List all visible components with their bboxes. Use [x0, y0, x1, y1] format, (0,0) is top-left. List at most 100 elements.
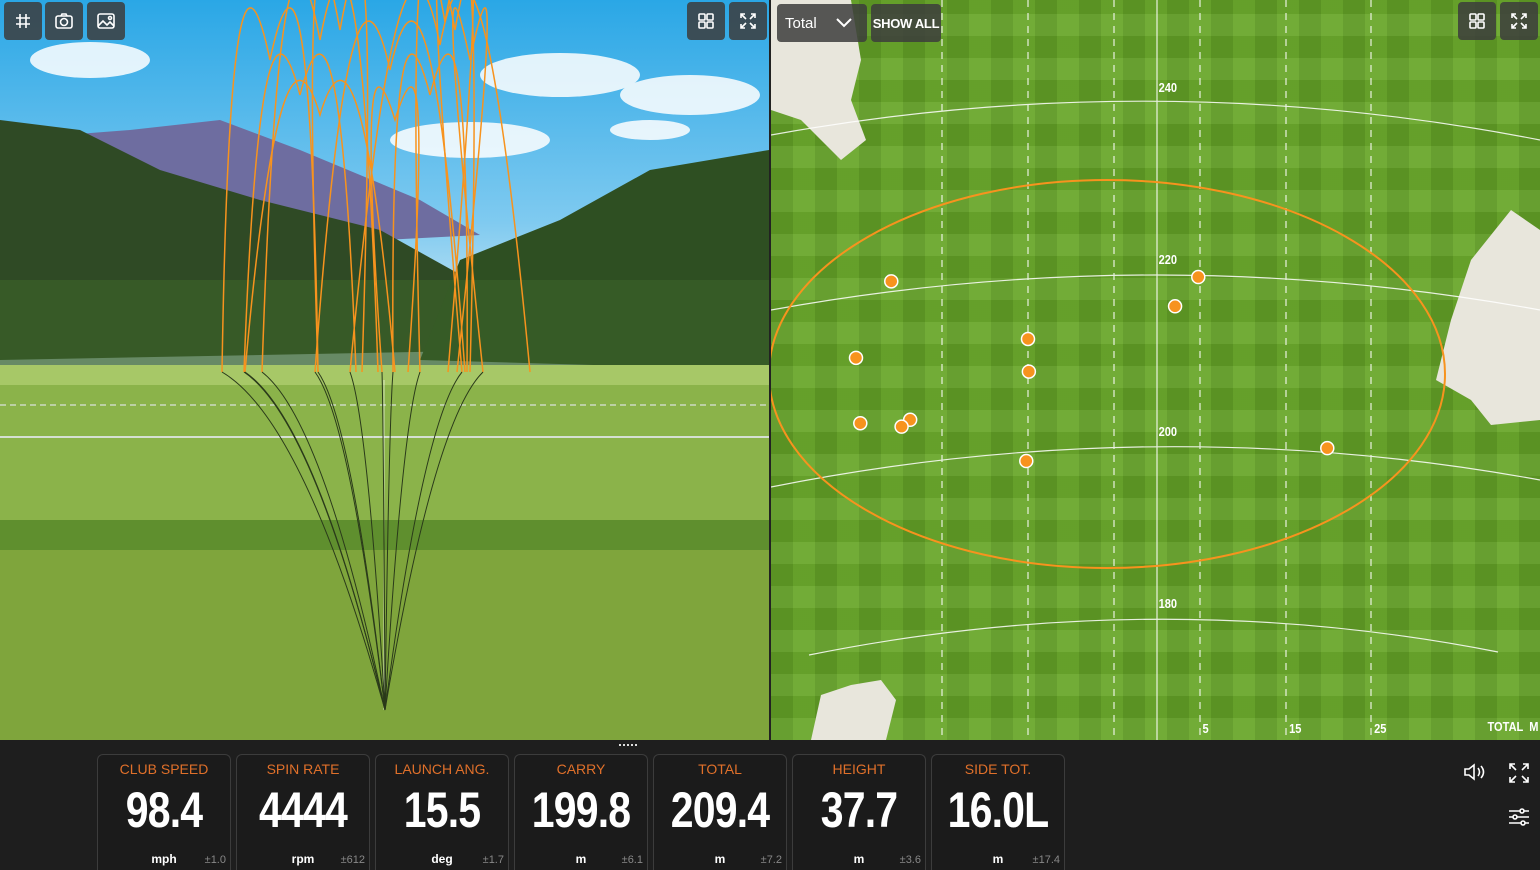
ground-track [381, 371, 386, 711]
metric-unit: m [853, 852, 865, 866]
trajectory-arc [243, 53, 357, 373]
shot-dot[interactable] [853, 415, 868, 431]
side-label-25: 25 [1374, 721, 1387, 736]
metric-value: 4444 [259, 782, 348, 838]
shot-dot[interactable] [1191, 269, 1206, 285]
metric-deviation: ±1.7 [482, 854, 504, 866]
metric-deviation: ±3.6 [899, 854, 921, 866]
fullscreen-icon [740, 13, 756, 29]
trajectory-arc [452, 7, 488, 373]
trajectory-arc [311, 0, 369, 373]
trajectory-arc [435, 0, 475, 373]
ground-track [384, 371, 394, 711]
shot-dots [848, 269, 1335, 469]
metric-value: 37.7 [820, 782, 898, 838]
image-icon [97, 13, 115, 29]
metric-unit: m [575, 852, 587, 866]
dispersion-map [771, 0, 1540, 740]
dropdown-value: Total [785, 14, 817, 32]
metric-dropdown[interactable]: Total [777, 4, 867, 42]
camera-button[interactable] [45, 2, 83, 40]
metric-tile-carry[interactable]: CARRY 199.8 m ±6.1 [514, 754, 648, 870]
image-button[interactable] [87, 2, 125, 40]
shot-dot[interactable] [1167, 299, 1183, 314]
shot-dot[interactable] [884, 274, 899, 289]
dispersion-ellipse [771, 179, 1446, 569]
trajectory-arc [415, 0, 475, 373]
metric-title: HEIGHT [832, 761, 886, 777]
metric-unit: m [714, 852, 726, 866]
shot-dot[interactable] [1021, 364, 1037, 379]
trajectory-arc [221, 7, 319, 373]
sliders-icon [1509, 808, 1529, 826]
layout-grid-button[interactable] [687, 2, 725, 40]
metric-tile-side-tot[interactable]: SIDE TOT. 16.0L m ±17.4 [931, 754, 1065, 870]
shot-dot[interactable] [1020, 331, 1036, 347]
metric-deviation: ±7.2 [760, 854, 782, 866]
chevron-down-icon [835, 18, 852, 28]
settings-button[interactable] [1506, 804, 1532, 830]
metric-title: TOTAL [698, 761, 742, 777]
layout-grid-icon [1469, 13, 1485, 29]
bunker [1436, 210, 1540, 425]
metric-tile-club-speed[interactable]: CLUB SPEED 98.4 mph ±1.0 [97, 754, 231, 870]
camera-icon [55, 13, 73, 29]
ground-track [384, 371, 463, 711]
metric-title: LAUNCH ANG. [394, 761, 490, 777]
trajectory-arc [349, 0, 531, 373]
shot-dot[interactable] [848, 350, 864, 366]
ground-track [221, 371, 386, 711]
metric-tile-total[interactable]: TOTAL 209.4 m ±7.2 [653, 754, 787, 870]
side-label-5: 5 [1202, 721, 1209, 736]
metric-value: 98.4 [125, 782, 203, 838]
shot-dot[interactable] [1019, 453, 1034, 469]
metric-deviation: ±17.4 [1032, 854, 1060, 866]
metric-value: 209.4 [670, 782, 770, 838]
metric-unit: m [992, 852, 1004, 866]
metric-value: 199.8 [531, 782, 631, 838]
volume-button[interactable] [1461, 759, 1487, 785]
ground-track [384, 371, 421, 711]
distance-label-200: 200 [1158, 424, 1178, 439]
distance-label-240: 240 [1158, 80, 1178, 95]
fullscreen-icon [1509, 763, 1529, 783]
fullscreen-button[interactable] [1506, 760, 1532, 786]
metric-unit: deg [431, 852, 453, 866]
metric-deviation: ±6.1 [621, 854, 643, 866]
bunker [811, 680, 896, 740]
metric-deviation: ±612 [340, 854, 365, 866]
range-scene [0, 0, 769, 740]
clouds [30, 42, 760, 158]
ground-track [384, 371, 484, 711]
grid-hash-icon [16, 14, 30, 28]
show-all-button[interactable]: SHOW ALL [871, 4, 941, 42]
fullscreen-button[interactable] [1500, 2, 1538, 40]
grid-hash-button[interactable] [4, 2, 42, 40]
shot-dot[interactable] [894, 419, 909, 434]
metric-value: 15.5 [403, 782, 481, 838]
metric-deviation: ±1.0 [204, 854, 226, 866]
metric-unit: mph [151, 852, 177, 866]
layout-grid-button[interactable] [1458, 2, 1496, 40]
range-3d-view [0, 0, 769, 740]
distance-label-220: 220 [1158, 252, 1178, 267]
side-label-15: 15 [1289, 721, 1302, 736]
metric-title: SPIN RATE [266, 761, 340, 777]
trajectory-arc [244, 79, 396, 373]
metric-title: CARRY [556, 761, 606, 777]
trajectory-arc [370, 86, 420, 373]
fullscreen-button[interactable] [729, 2, 767, 40]
metric-value: 16.0L [947, 782, 1050, 838]
resize-handle[interactable] [619, 744, 637, 747]
speaker-icon [1464, 763, 1485, 781]
metric-title: SIDE TOT. [964, 761, 1032, 777]
ball-trajectories [221, 0, 531, 711]
metric-tile-launch-ang[interactable]: LAUNCH ANG. 15.5 deg ±1.7 [375, 754, 509, 870]
metric-tile-spin-rate[interactable]: SPIN RATE 4444 rpm ±612 [236, 754, 370, 870]
shot-dot[interactable] [1320, 440, 1335, 456]
view-divider[interactable] [769, 0, 771, 740]
metric-tile-height[interactable]: HEIGHT 37.7 m ±3.6 [792, 754, 926, 870]
ground-track [349, 371, 386, 711]
ground-track [244, 371, 386, 711]
metric-title: CLUB SPEED [119, 761, 209, 777]
